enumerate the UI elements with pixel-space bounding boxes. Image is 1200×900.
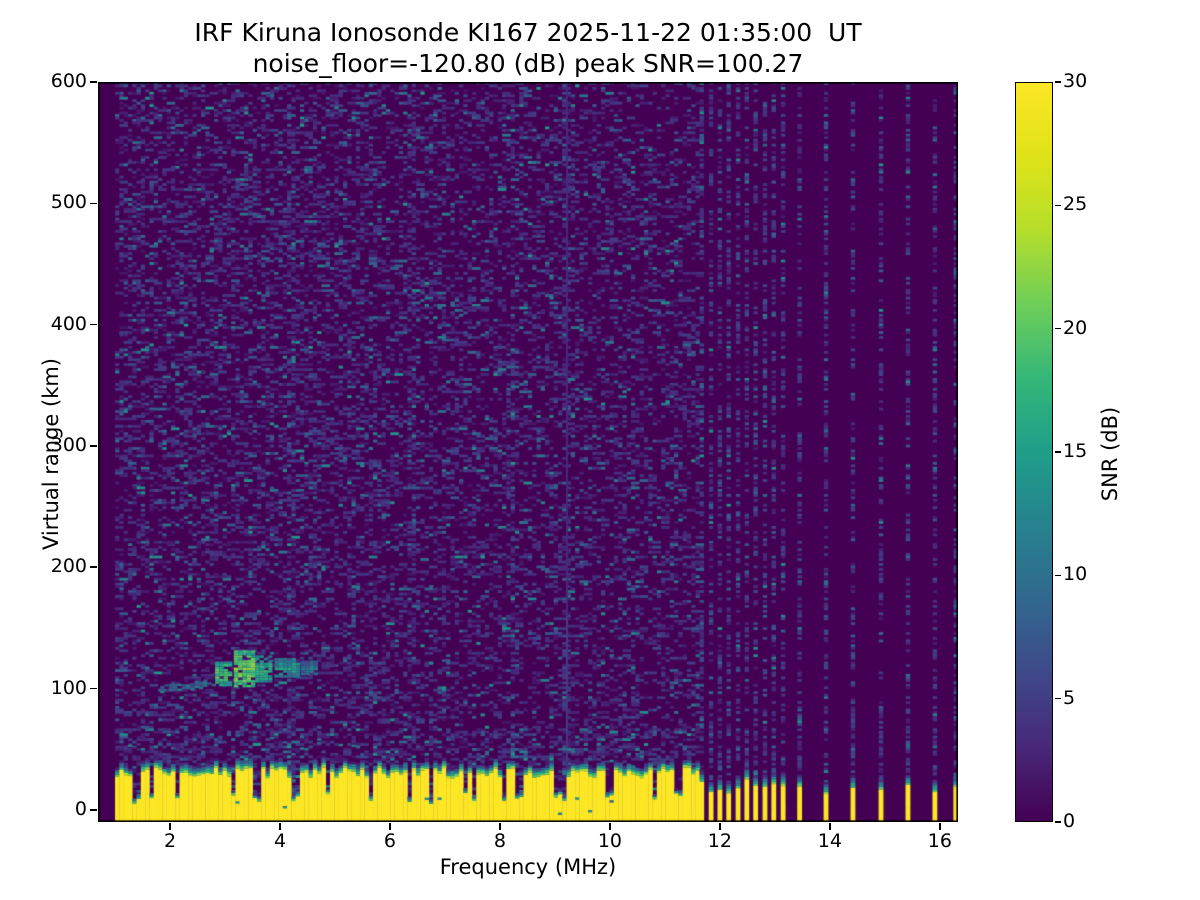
colorbar bbox=[1015, 82, 1053, 822]
x-tick-label: 10 bbox=[597, 830, 623, 852]
colorbar-tick-label: 15 bbox=[1063, 440, 1088, 462]
colorbar-tick-label: 25 bbox=[1063, 193, 1088, 216]
colorbar-tick-mark bbox=[1055, 697, 1061, 700]
x-tick-label: 4 bbox=[273, 830, 287, 852]
y-tick-mark bbox=[90, 81, 97, 83]
colorbar-tick-mark bbox=[1055, 821, 1061, 823]
y-tick-label: 500 bbox=[50, 191, 87, 214]
colorbar-tick-label: 30 bbox=[1063, 70, 1088, 92]
x-tick-label: 8 bbox=[493, 830, 506, 852]
colorbar-label: SNR (dB) bbox=[1098, 406, 1122, 502]
y-tick-mark bbox=[90, 202, 97, 205]
x-axis-label: Frequency (MHz) bbox=[439, 855, 617, 879]
y-tick-label: 100 bbox=[50, 676, 87, 699]
colorbar-tick-mark bbox=[1055, 574, 1061, 577]
y-tick-mark bbox=[90, 809, 97, 811]
colorbar-tick-label: 0 bbox=[1063, 810, 1076, 832]
y-tick-mark bbox=[90, 687, 97, 690]
colorbar-tick-label: 20 bbox=[1063, 316, 1088, 339]
y-tick-label: 300 bbox=[50, 433, 87, 456]
x-tick-mark bbox=[279, 823, 281, 830]
colorbar-tick-mark bbox=[1055, 204, 1061, 207]
x-tick-mark bbox=[719, 823, 721, 830]
x-tick-label: 12 bbox=[707, 830, 732, 852]
y-tick-label: 400 bbox=[50, 312, 87, 335]
x-tick-label: 2 bbox=[163, 830, 177, 852]
colorbar-gradient bbox=[1016, 83, 1052, 821]
y-tick-mark bbox=[90, 445, 97, 447]
x-tick-label: 16 bbox=[927, 830, 952, 852]
chart-subtitle: noise_floor=-120.80 (dB) peak SNR=100.27 bbox=[252, 49, 804, 78]
y-tick-label: 200 bbox=[50, 555, 87, 578]
y-tick-label: 0 bbox=[74, 797, 87, 820]
x-tick-label: 14 bbox=[817, 830, 842, 852]
chart-title: IRF Kiruna Ionosonde KI167 2025-11-22 01… bbox=[194, 18, 862, 47]
y-tick-label: 600 bbox=[50, 70, 87, 92]
y-tick-mark bbox=[90, 323, 97, 326]
colorbar-tick-label: 10 bbox=[1063, 563, 1088, 586]
y-tick-mark bbox=[90, 566, 97, 569]
colorbar-tick-mark bbox=[1055, 81, 1061, 83]
x-tick-mark bbox=[499, 823, 501, 830]
x-tick-mark bbox=[829, 823, 831, 830]
x-tick-label: 6 bbox=[383, 830, 397, 852]
colorbar-tick-mark bbox=[1055, 327, 1061, 330]
x-tick-mark bbox=[389, 823, 391, 830]
x-tick-mark bbox=[169, 823, 171, 830]
colorbar-tick-label: 5 bbox=[1063, 686, 1076, 709]
x-tick-mark bbox=[939, 823, 941, 830]
colorbar-tick-mark bbox=[1055, 451, 1061, 453]
x-tick-mark bbox=[609, 823, 611, 830]
ionogram-heatmap bbox=[98, 82, 958, 822]
